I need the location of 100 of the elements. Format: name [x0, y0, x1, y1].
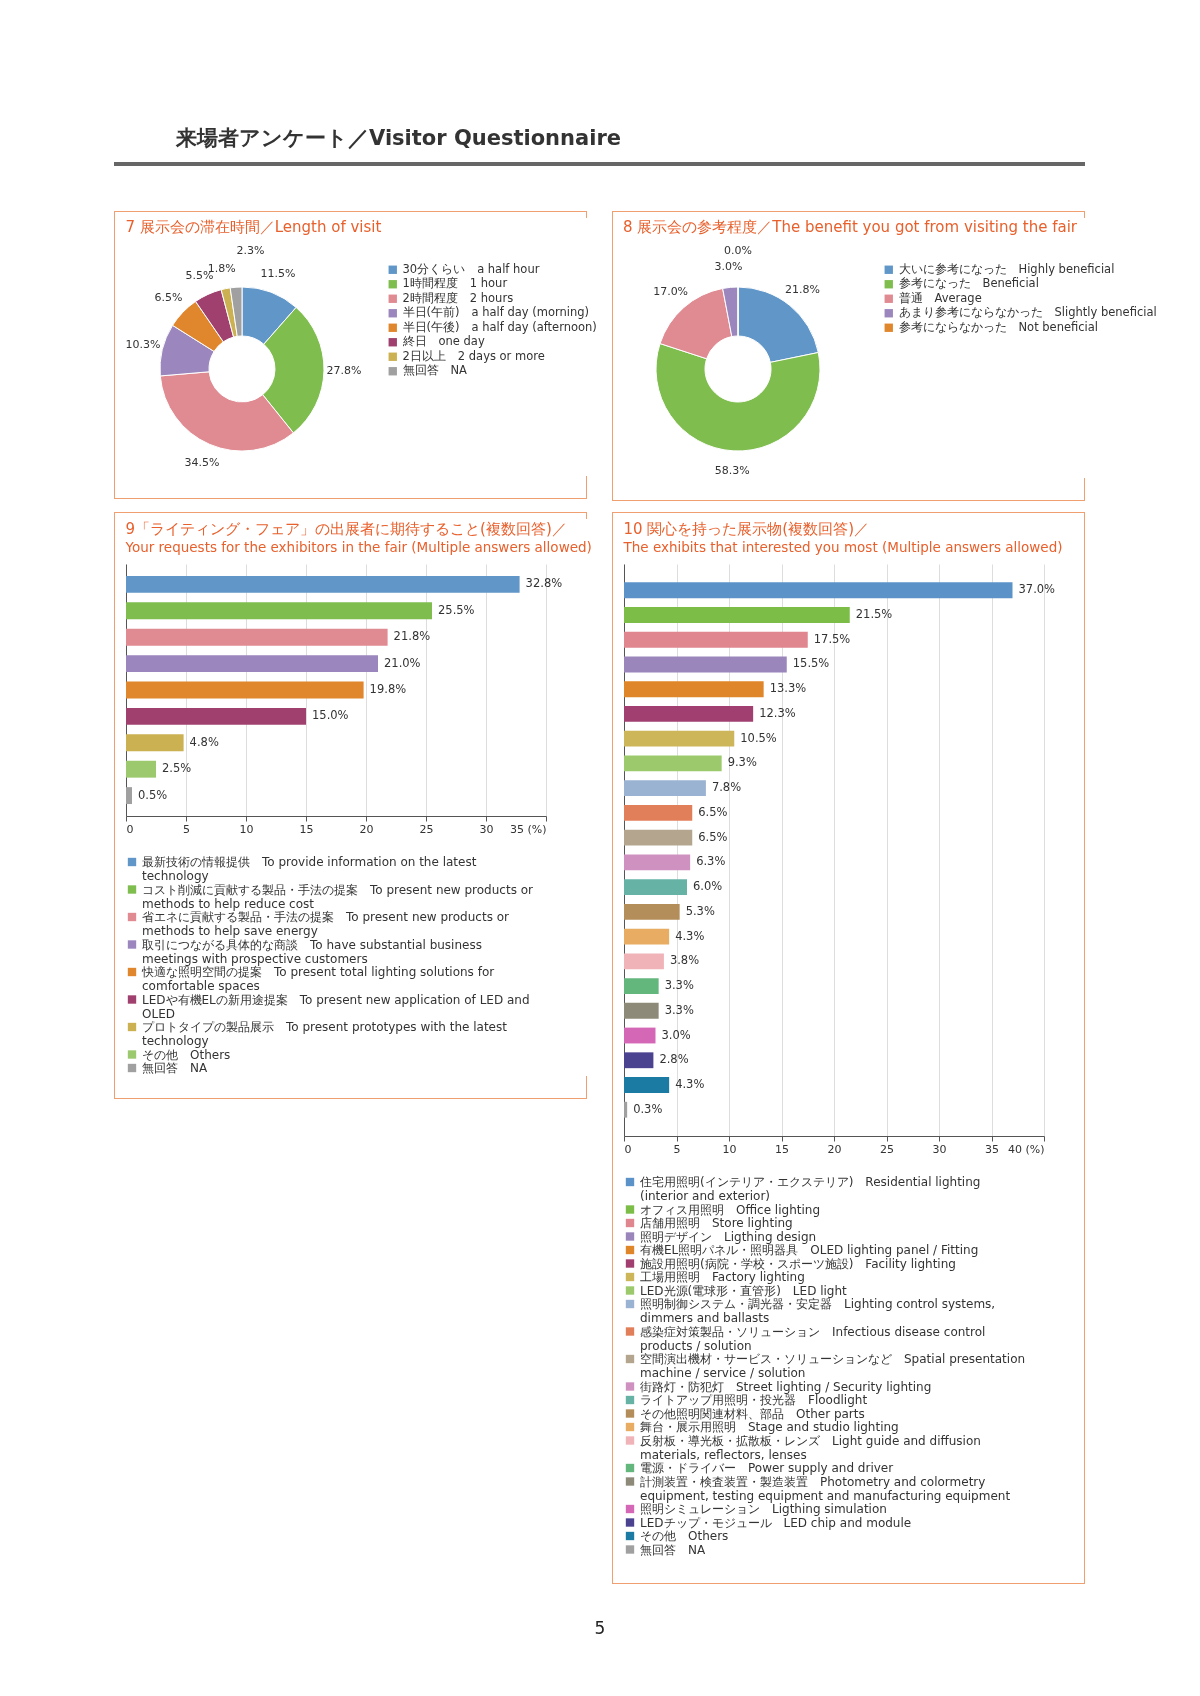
data-label: 3.3%	[664, 978, 694, 993]
chart-title: 7 展示会の滞在時間／Length of visit	[125, 218, 382, 237]
bar	[624, 829, 693, 846]
data-label: 4.3%	[675, 928, 705, 943]
bar	[126, 628, 388, 646]
data-label: 10.3%	[125, 337, 161, 351]
bar	[624, 953, 664, 970]
legend-label: LEDや有機ELの新用途提案 To present new application of LED and OLED	[142, 992, 530, 1021]
data-label: 17.5%	[813, 631, 851, 646]
data-label: 21.8%	[784, 282, 820, 296]
chart-title: 10 関心を持った展示物(複数回答)／	[623, 519, 870, 538]
legend-label: プロトタイプの製品展示 To present prototypes with the latest technology	[142, 1020, 508, 1048]
bar	[624, 656, 787, 673]
data-label: 3.8%	[669, 953, 700, 968]
legend-label: 普通 Average	[898, 290, 982, 305]
data-label: 6.3%	[696, 854, 726, 869]
x-tick-label: 35 (%)	[509, 822, 547, 836]
bar	[126, 681, 364, 699]
bar	[126, 760, 156, 778]
data-label: 0.5%	[138, 787, 168, 802]
data-label: 6.0%	[693, 879, 723, 894]
legend-label: LED光源(電球形・直管形) LED light	[640, 1283, 848, 1298]
legend-label: 感染症対策製品・ソリューション Infectious disease control products / solution	[640, 1324, 986, 1353]
data-label: 17.0%	[653, 285, 689, 299]
chart-title: 8 展示会の参考程度／The benefit you got from visiting the fair	[623, 218, 1078, 236]
data-label: 37.0%	[1018, 582, 1056, 597]
data-label: 0.3%	[633, 1101, 663, 1116]
legend-label: 街路灯・防犯灯 Street lighting / Security lighting	[640, 1379, 932, 1394]
x-tick-label: 5	[673, 1142, 681, 1156]
x-tick-label: 10	[239, 822, 254, 836]
x-tick-label: 20	[827, 1142, 842, 1156]
x-tick-label: 25	[880, 1142, 894, 1156]
legend-label: 空間演出機材・サービス・ソリューションなど Spatial presentation machine / service / solution	[640, 1352, 1026, 1380]
x-tick-label: 30	[932, 1142, 947, 1156]
data-label: 3.0%	[714, 260, 743, 274]
data-label: 2.8%	[659, 1052, 689, 1067]
data-label: 6.5%	[154, 291, 183, 305]
legend-label: あまり参考にならなかった Slightly beneficial	[898, 305, 1157, 320]
text: 来場者アンケート／Visitor Questionnaire	[176, 125, 621, 152]
legend-label: 照明制御システム・調光器・安定器 Lighting control systems, dimmers and ballasts	[640, 1297, 996, 1325]
bar	[624, 1077, 670, 1093]
bar	[624, 1027, 656, 1044]
text: 0.0%	[724, 244, 752, 257]
legend-label: 電源・ドライバー Power supply and driver	[640, 1461, 894, 1475]
bar	[624, 631, 808, 648]
data-label: 9.3%	[727, 755, 757, 770]
data-label: 21.0%	[384, 655, 421, 670]
bar	[624, 780, 706, 797]
legend-label: オフィス用照明 Office lighting	[640, 1202, 820, 1217]
data-label: 25.5%	[438, 602, 475, 617]
bar	[126, 655, 378, 673]
bar	[624, 1101, 628, 1118]
data-label: 34.5%	[184, 455, 220, 469]
data-label: 4.8%	[189, 734, 219, 749]
data-label: 3.3%	[664, 1002, 694, 1017]
bar	[624, 854, 691, 871]
legend-label: ライトアップ用照明・投光器 Floodlight	[640, 1393, 868, 1407]
legend-label: LEDチップ・モジュール LED chip and module	[640, 1515, 912, 1530]
chart-subtitle: Your requests for the exhibitors in the fair (Multiple answers allowed)	[124, 538, 592, 555]
x-tick-label: 35	[985, 1142, 999, 1156]
data-label: 3.0%	[661, 1027, 691, 1042]
data-label: 7.8%	[711, 780, 742, 795]
legend-label: 最新技術の情報提供 To provide information on the latest technology	[142, 855, 477, 883]
legend-label: 1時間程度 1 hour	[402, 276, 508, 291]
bar	[126, 734, 184, 752]
x-tick-label: 10	[722, 1142, 737, 1156]
data-label: 11.5%	[260, 266, 296, 280]
legend-label: その他 Others	[142, 1047, 231, 1062]
legend-label: 無回答 NA	[402, 363, 468, 378]
data-label: 10.5%	[740, 730, 777, 745]
data-label: 13.3%	[769, 681, 807, 696]
data-label: 2.5%	[162, 761, 192, 776]
legend-label: 省エネに貢献する製品・手法の提案 To present new products or methods to help save energy	[142, 910, 510, 938]
bar	[624, 928, 670, 945]
x-tick-label: 0	[126, 822, 134, 836]
legend-label: 住宅用照明(インテリア・エクステリア) Residential lighting (interior and exterior)	[639, 1175, 981, 1203]
data-label: 6.5%	[698, 829, 728, 844]
legend-label: 照明シミュレーション Ligthing simulation	[640, 1502, 887, 1516]
data-label: 6.5%	[698, 804, 728, 819]
bar	[126, 707, 306, 725]
x-tick-label: 15	[299, 822, 314, 836]
bar	[624, 903, 680, 920]
bar	[624, 804, 693, 821]
data-label: 27.8%	[326, 364, 362, 378]
bar	[126, 602, 432, 620]
data-label: 12.3%	[759, 705, 796, 720]
legend-label: 舞台・展示用照明 Stage and studio lighting	[640, 1420, 899, 1434]
x-tick-label: 15	[775, 1142, 789, 1156]
text: 5	[593, 1618, 607, 1638]
x-tick-label: 20	[359, 822, 374, 836]
legend-label: 快適な照明空間の提案 To present total lighting solutions for comfortable spaces	[141, 965, 495, 993]
legend-label: 反射板・導光板・拡散板・レンズ Light guide and diffusion materials, reflectors, lenses	[640, 1433, 981, 1462]
bar	[624, 1002, 659, 1019]
bar	[624, 755, 722, 772]
chart-subtitle: The exhibits that interested you most (Multiple answers allowed)	[622, 538, 1063, 555]
x-tick-label: 25	[419, 822, 434, 836]
legend-label: 半日(午前) a half day (morning)	[402, 305, 590, 320]
x-tick-label: 0	[624, 1142, 632, 1156]
legend-label: 施設用照明(病院・学校・スポーツ施設) Facility lighting	[640, 1256, 956, 1271]
data-label: 21.8%	[393, 629, 431, 644]
